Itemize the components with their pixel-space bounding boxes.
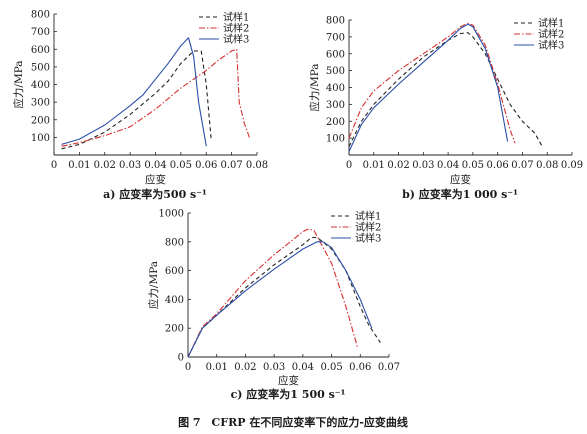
y-tick-label: 300: [31, 98, 50, 109]
y-tick-label: 200: [31, 115, 50, 126]
y-tick-label: 400: [165, 295, 184, 306]
y-tick-label: 400: [31, 80, 50, 91]
x-tick-label: 0.06: [487, 160, 509, 171]
legend-label-1: 试样1: [355, 210, 381, 223]
y-tick-label: 200: [165, 324, 184, 335]
x-axis-label: 应变: [278, 374, 299, 387]
y-tick-label: 200: [326, 117, 345, 128]
x-tick-label: 0.04: [292, 362, 314, 373]
x-axis-label: 应变: [145, 173, 166, 186]
x-tick-label: 0.03: [263, 362, 285, 373]
y-tick-label: 400: [326, 83, 345, 94]
x-tick-label: 0.03: [412, 160, 434, 171]
y-axis-label: 应力/MPa: [147, 261, 160, 309]
legend-label-1: 试样1: [538, 17, 564, 30]
legend-label-3: 试样3: [223, 33, 249, 46]
y-tick-label: 700: [31, 27, 50, 38]
panel-caption: b) 应变率为1 000 s⁻¹: [402, 187, 518, 201]
y-axis-label: 应力/MPa: [308, 63, 321, 111]
x-tick-label: 0.05: [462, 160, 484, 171]
x-tick-label: 0.01: [206, 362, 228, 373]
x-tick-label: 0.02: [94, 160, 116, 171]
figure-caption: 图 7 CFRP 在不同应变率下的应力-应变曲线: [178, 415, 408, 429]
series-line-2: [61, 48, 250, 147]
y-tick-label: 700: [326, 32, 345, 43]
y-tick-label: 100: [31, 133, 50, 144]
series-line-3: [61, 37, 207, 147]
series-line-3: [348, 23, 509, 152]
x-tick-label: 0.07: [220, 160, 242, 171]
chart-panel-1: 0 0.01 0.02 0.03 0.04 0.05 0.06 0.07 0.08 100 200 3…: [12, 10, 268, 202]
series-line-1: [348, 32, 543, 147]
y-tick-label: 500: [31, 62, 50, 73]
x-tick-label: 0.04: [144, 160, 166, 171]
y-tick-label: 600: [31, 45, 50, 56]
x-tick-label: 0.07: [511, 160, 533, 171]
x-tick-label: 0.07: [378, 362, 400, 373]
x-tick-label: 0: [185, 362, 191, 373]
legend-label-3: 试样3: [538, 39, 564, 52]
x-tick-label: 0: [346, 160, 352, 171]
y-tick-label: 600: [165, 266, 184, 277]
legend-label-2: 试样2: [538, 28, 564, 41]
x-tick-label: 0.05: [170, 160, 192, 171]
panel-caption: c) 应变率为1 500 s⁻¹: [231, 387, 346, 401]
legend-label-3: 试样3: [355, 232, 381, 245]
y-tick-label: 1000: [159, 209, 184, 220]
x-tick-label: 0.06: [349, 362, 371, 373]
y-tick-label: 800: [165, 237, 184, 248]
x-tick-label: 0.02: [234, 362, 256, 373]
y-tick-label: 800: [326, 16, 345, 27]
chart-panel-2: 0 0.01 0.02 0.03 0.04 0.05 0.06 0.07 0.08 0.09 100…: [308, 16, 583, 202]
y-tick-label: 0: [178, 353, 184, 364]
x-axis-label: 应变: [450, 173, 471, 186]
y-tick-label: 500: [326, 66, 345, 77]
y-tick-label: 800: [31, 10, 50, 21]
x-tick-label: 0.06: [195, 160, 217, 171]
legend-label-2: 试样2: [223, 22, 249, 35]
x-tick-label: 0: [51, 160, 57, 171]
x-tick-label: 0.01: [68, 160, 90, 171]
x-tick-label: 0.02: [387, 160, 409, 171]
series-line-2: [187, 228, 358, 358]
x-tick-label: 0.01: [363, 160, 385, 171]
series-line-1: [187, 236, 381, 358]
x-tick-label: 0.09: [561, 160, 583, 171]
series-line-3: [187, 241, 373, 358]
legend-label-2: 试样2: [355, 221, 381, 234]
chart-panel-3: 0 0.01 0.02 0.03 0.04 0.05 0.06 0.07 0 200 400 600 8…: [147, 209, 400, 402]
y-axis-label: 应力/MPa: [12, 60, 25, 108]
y-tick-label: 600: [326, 49, 345, 60]
x-tick-label: 0.08: [536, 160, 558, 171]
series-line-1: [61, 50, 212, 150]
y-tick-label: 100: [326, 134, 345, 145]
x-tick-label: 0.05: [320, 362, 342, 373]
legend-label-1: 试样1: [223, 11, 249, 24]
y-tick-label: 300: [326, 100, 345, 111]
series-line-2: [348, 22, 516, 144]
panel-caption: a) 应变率为500 s⁻¹: [103, 187, 207, 201]
x-tick-label: 0.08: [246, 160, 268, 171]
x-tick-label: 0.03: [119, 160, 141, 171]
x-tick-label: 0.04: [437, 160, 459, 171]
